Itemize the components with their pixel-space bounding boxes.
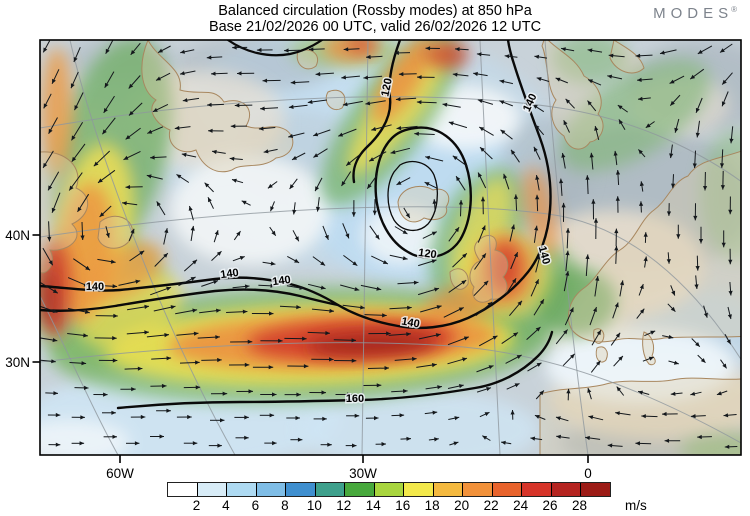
wind-speed-field xyxy=(40,40,741,455)
lon-tick-label: 30W xyxy=(349,466,377,481)
colorbar-tick-label: 16 xyxy=(395,498,411,513)
contour-label: 140 xyxy=(400,316,420,331)
colorbar-cell xyxy=(286,483,316,496)
contour-line xyxy=(387,161,439,231)
coastline xyxy=(325,89,346,110)
colorbar-cell xyxy=(581,483,610,496)
colorbar-tick-label: 10 xyxy=(306,498,322,513)
coastline xyxy=(595,346,608,363)
graticule-line xyxy=(40,342,741,444)
colorbar-cell xyxy=(404,483,434,496)
colorbar-tick-label: 8 xyxy=(281,498,289,513)
colorbar-cell xyxy=(522,483,552,496)
colorbar-cell xyxy=(433,483,464,496)
colorbar-tick-label: 6 xyxy=(251,498,260,513)
coastline xyxy=(541,40,604,150)
coastline xyxy=(593,328,605,344)
colorbar-tick-label: 12 xyxy=(336,498,352,513)
contour-line xyxy=(352,40,402,184)
contour-line xyxy=(116,330,554,410)
colorbar-cell xyxy=(492,483,523,496)
modes-logo: MODES® xyxy=(653,5,737,22)
colorbar-cell xyxy=(345,483,375,496)
graticule-line xyxy=(544,40,589,455)
colorbar-labels: 2 4 6 8 10 12 14 16 18 20 22 24 26 28 xyxy=(0,498,750,516)
chart-title-block: Balanced circulation (Rossby modes) at 8… xyxy=(0,0,750,35)
lon-tick-label: 0 xyxy=(584,466,592,481)
colorbar-cell xyxy=(315,483,346,496)
contour-label: 140 xyxy=(272,274,292,288)
contour-line xyxy=(40,40,552,330)
colorbar-cell xyxy=(227,483,257,496)
coastline xyxy=(609,40,645,74)
coastline xyxy=(141,40,294,173)
modes-logo-text: MODES xyxy=(653,5,734,22)
colorbar-tick-label: 20 xyxy=(454,498,470,513)
lat-tick-label: 30N xyxy=(5,355,30,370)
contour-line xyxy=(226,40,324,57)
chart-title: Balanced circulation (Rossby modes) at 8… xyxy=(218,3,532,19)
colorbar xyxy=(167,482,611,497)
graticule-line xyxy=(40,295,119,455)
graticule-line xyxy=(479,40,501,455)
colorbar-cell xyxy=(551,483,582,496)
lat-tick-label: 40N xyxy=(5,228,30,243)
contour-label: 120 xyxy=(417,247,437,261)
colorbar-tick-label: 26 xyxy=(542,498,558,513)
colorbar-tick-label: 14 xyxy=(365,498,381,513)
registered-mark: ® xyxy=(731,5,737,14)
contour-label: 160 xyxy=(346,393,364,405)
contour-label: 140 xyxy=(86,281,104,293)
colorbar-tick-label: 2 xyxy=(192,498,201,513)
contour-line xyxy=(40,288,340,312)
coastline xyxy=(397,186,450,223)
colorbar-unit-label: m/s xyxy=(625,498,647,513)
chart-subtitle: Base 21/02/2026 00 UTC, valid 26/02/2026… xyxy=(208,19,542,35)
contour-label: 140 xyxy=(220,267,240,281)
graticule-line xyxy=(69,40,236,455)
contour-label: 120 xyxy=(379,77,395,97)
colorbar-tick-label: 4 xyxy=(222,498,230,513)
colorbar-cell xyxy=(197,483,228,496)
wind-arrows xyxy=(40,40,738,449)
colorbar-tick-label: 28 xyxy=(572,498,588,513)
coastline xyxy=(539,377,741,455)
colorbar-tick-label: 22 xyxy=(483,498,499,513)
coastline xyxy=(642,331,656,366)
colorbar-tick-label: 24 xyxy=(513,498,529,513)
coastline xyxy=(97,215,133,249)
graticule-line xyxy=(40,96,741,182)
coastline xyxy=(568,150,741,343)
colorbar-cell xyxy=(374,483,405,496)
colorbar-cell xyxy=(168,483,198,496)
colorbar-cell xyxy=(256,483,287,496)
colorbar-tick-label: 18 xyxy=(424,498,440,513)
coastline xyxy=(296,49,318,70)
lon-tick-label: 60W xyxy=(106,466,134,481)
colorbar-cell xyxy=(463,483,493,496)
